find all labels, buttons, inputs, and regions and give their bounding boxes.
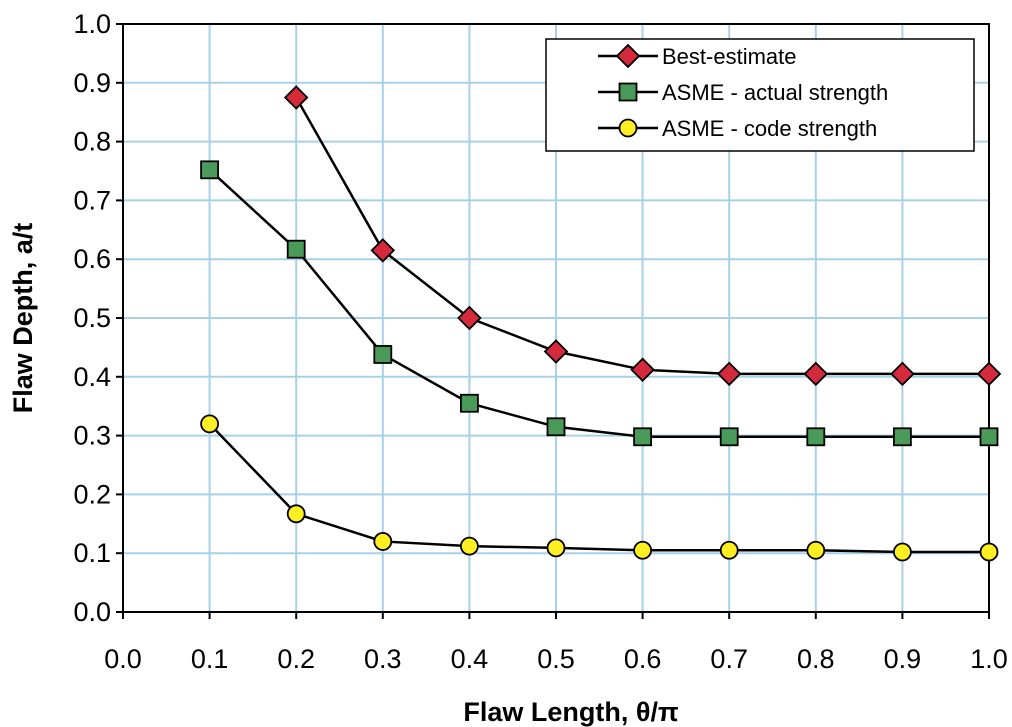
data-point-diamond (716, 361, 742, 387)
x-tick-label: 0.4 (451, 644, 489, 674)
legend-marker-square (618, 82, 638, 102)
x-tick-label: 0.3 (364, 644, 402, 674)
legend-label: Best-estimate (662, 44, 797, 69)
x-tick-label: 0.9 (884, 644, 922, 674)
legend-marker-circle (618, 118, 638, 138)
x-axis-label: Flaw Length, θ/π (463, 697, 678, 727)
data-point-circle (459, 536, 479, 556)
data-point-square (546, 417, 566, 437)
y-tick-label: 0.5 (73, 303, 111, 333)
data-point-square (806, 427, 826, 447)
legend-box (545, 38, 975, 152)
data-point-diamond (457, 305, 482, 331)
series-circle (200, 414, 999, 562)
x-tick-label: 0.1 (191, 644, 229, 674)
x-tick-label: 0.6 (624, 644, 662, 674)
data-point-circle (373, 532, 393, 551)
data-point-diamond (543, 339, 569, 364)
y-tick-label: 0.8 (73, 127, 111, 157)
x-tick-label: 1.0 (970, 644, 1008, 674)
data-point-circle (979, 542, 999, 562)
data-point-square (286, 239, 306, 259)
data-point-circle (633, 540, 652, 560)
data-point-square (200, 160, 220, 180)
legend: Best-estimate ASME - actual strength ASME … (545, 38, 975, 152)
data-point-square (979, 427, 999, 447)
data-point-circle (546, 538, 566, 558)
x-tick-label: 0.0 (104, 644, 142, 674)
data-point-circle (286, 504, 306, 524)
y-axis-label: Flaw Depth, a/t (8, 223, 38, 414)
y-tick-label: 0.6 (73, 244, 111, 274)
data-point-circle (893, 542, 912, 562)
data-point-diamond (630, 357, 655, 383)
series-layer (200, 85, 1002, 562)
y-tick-label: 0.9 (73, 68, 111, 98)
legend-label: ASME - actual strength (662, 80, 888, 105)
y-tick-label: 0.0 (73, 597, 111, 627)
y-axis-ticks: 0.0 0.1 0.2 0.3 0.4 0.5 0.6 0.7 0.8 0.9 1.0 (73, 9, 123, 627)
x-axis-ticks: 0.0 0.1 0.2 0.3 0.4 0.5 0.6 0.7 0.8 0.9 1.0 (104, 612, 1008, 674)
x-tick-label: 0.8 (797, 644, 835, 674)
y-tick-label: 1.0 (73, 9, 111, 39)
data-point-circle (719, 540, 739, 560)
y-tick-label: 0.7 (73, 185, 111, 215)
y-tick-label: 0.2 (73, 479, 111, 509)
y-tick-label: 0.1 (73, 538, 111, 568)
data-point-square (373, 345, 393, 364)
series-line (208, 168, 989, 439)
legend-item: ASME - actual strength (598, 80, 888, 105)
x-tick-label: 0.7 (710, 644, 748, 674)
data-point-diamond (890, 361, 915, 387)
x-tick-label: 0.5 (537, 644, 575, 674)
legend-item: ASME - code strength (598, 116, 877, 141)
x-tick-label: 0.2 (277, 644, 315, 674)
series-line (208, 422, 989, 554)
data-point-square (459, 393, 479, 413)
y-tick-label: 0.3 (73, 421, 111, 451)
data-point-circle (806, 540, 826, 560)
legend-item: Best-estimate (598, 43, 797, 69)
legend-marker-diamond (615, 43, 641, 69)
data-point-diamond (283, 85, 309, 110)
data-point-diamond (370, 238, 396, 263)
data-point-square (633, 427, 652, 447)
series-square (200, 160, 999, 447)
data-point-square (893, 427, 912, 447)
data-point-diamond (976, 361, 1002, 387)
legend-label: ASME - code strength (662, 116, 877, 141)
data-point-circle (200, 414, 220, 434)
data-point-square (719, 427, 739, 447)
series-diamond (283, 85, 1002, 387)
data-point-diamond (803, 361, 829, 387)
y-tick-label: 0.4 (73, 362, 111, 392)
